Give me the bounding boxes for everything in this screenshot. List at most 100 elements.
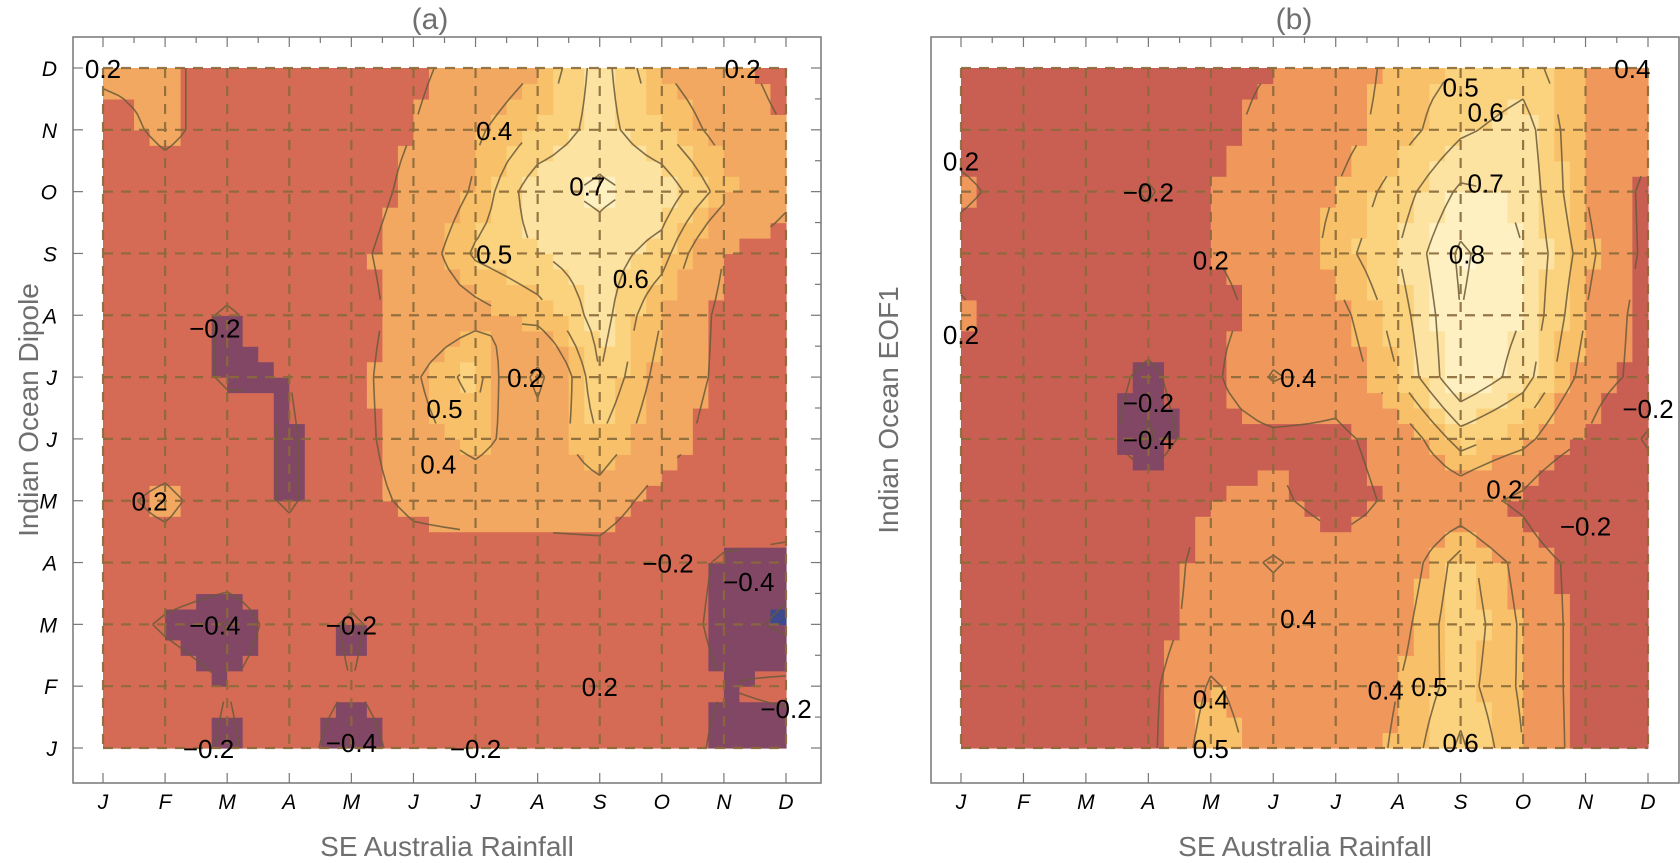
contour-band-cell: [382, 408, 430, 425]
contour-band-cell: [242, 593, 709, 610]
contour-band-cell: [1413, 361, 1446, 378]
contour-band-cell: [1445, 330, 1509, 347]
contour-band-cell: [1538, 176, 1571, 193]
contour-label: 0.4: [420, 450, 456, 480]
contour-band-cell: [1491, 732, 1524, 749]
axis-ticks: [960, 37, 1649, 783]
contour-band-cell: [103, 670, 213, 687]
contour-band-cell: [692, 114, 787, 131]
contour-band-cell: [1632, 268, 1649, 285]
contour-band-cell: [491, 114, 539, 131]
contour-band-cell: [1569, 176, 1587, 193]
contour-band-cell: [692, 423, 787, 440]
contour-band-cell: [1538, 346, 1555, 363]
contour-label: 0.5: [426, 394, 462, 424]
contour-band-cell: [289, 392, 368, 409]
contour-band-cell: [1538, 191, 1571, 208]
contour-band-cell: [180, 83, 430, 100]
contour-band-cell: [1445, 346, 1509, 363]
contour-band-cell: [708, 578, 787, 595]
contour-band-cell: [382, 485, 647, 502]
contour-band-cell: [382, 346, 446, 363]
contour-band-cell: [1538, 392, 1555, 409]
contour-band-cell: [1210, 222, 1321, 239]
contour-band-cell: [1351, 299, 1384, 316]
contour-label: 0.6: [613, 264, 649, 294]
contour-band-cell: [1226, 377, 1368, 394]
contour-band-cell: [1476, 438, 1524, 455]
contour-label: 0.4: [1193, 685, 1229, 715]
contour-band-cell: [1554, 547, 1649, 564]
contour-band-cell: [976, 299, 1243, 316]
contour-band-cell: [1538, 361, 1555, 378]
contour-band-cell: [1351, 330, 1384, 347]
contour-band-cell: [475, 222, 523, 239]
contour-band-cell: [961, 268, 1228, 285]
contour-band-cell: [1491, 701, 1524, 718]
contour-band-cell: [103, 454, 275, 471]
contour-band-cell: [1429, 686, 1477, 703]
contour-band-cell: [961, 98, 1243, 115]
contour-label: −0.2: [760, 694, 811, 724]
x-tick-label: O: [1515, 791, 1531, 814]
contour-label: 0.2: [131, 487, 167, 517]
contour-band-cell: [708, 361, 787, 378]
contour-band-cell: [103, 639, 182, 656]
contour-band-cell: [1523, 732, 1571, 749]
contour-band-cell: [677, 129, 709, 146]
y-tick-label: F: [44, 676, 58, 699]
contour-band-cell: [103, 593, 197, 610]
x-tick-label: D: [778, 791, 793, 814]
contour-band-cell: [289, 377, 368, 394]
contour-band-cell: [1569, 361, 1618, 378]
contour-band-cell: [491, 207, 523, 224]
contour-band-cell: [475, 361, 492, 378]
contour-band-cell: [1569, 717, 1649, 734]
contour-band-cell: [1569, 284, 1587, 301]
contour-band-cell: [754, 68, 787, 85]
contour-band-cell: [1210, 253, 1321, 270]
contour-band-cell: [770, 608, 787, 625]
contour-band-cell: [103, 562, 709, 579]
contour-line: [1425, 182, 1521, 403]
contour-band-cell: [1351, 315, 1384, 332]
contour-band-cell: [1569, 639, 1649, 656]
contour-band-cell: [1491, 454, 1555, 471]
contour-line: [456, 67, 712, 424]
contour-band-cell: [180, 68, 430, 85]
contour-label: 0.8: [1449, 239, 1485, 269]
contour-band-cell: [961, 732, 1165, 749]
contour-band-cell: [584, 377, 616, 394]
contour-band-cell: [646, 408, 694, 425]
contour-band-cell: [584, 346, 632, 363]
contour-label: 0.2: [724, 54, 760, 84]
contour-band-cell: [961, 315, 978, 332]
contour-band-cell: [103, 330, 213, 347]
contour-band-cell: [1585, 315, 1633, 332]
contour-band-cell: [1398, 238, 1431, 255]
contour-band-cell: [1569, 593, 1649, 610]
contour-band-cell: [1585, 176, 1633, 193]
contour-label: 0.2: [943, 147, 979, 177]
contour-band-cell: [413, 98, 508, 115]
x-tick-label: N: [1578, 791, 1594, 814]
contour-line: [960, 83, 1642, 749]
contour-band-cell: [1242, 315, 1352, 332]
contour-band-cell: [961, 531, 1196, 548]
contour-band-cell: [1632, 315, 1649, 332]
contour-band-cell: [1523, 268, 1540, 285]
contour-band-cell: [1445, 361, 1509, 378]
contour-band-cell: [1445, 624, 1493, 641]
contour-band-cell: [103, 176, 399, 193]
x-tick-label: J: [97, 791, 109, 814]
contour-band-cell: [961, 454, 1134, 471]
contour-band-cell: [1366, 377, 1399, 394]
contour-band-cell: [1398, 686, 1431, 703]
contour-band-cell: [1523, 670, 1571, 687]
contour-band-cell: [180, 485, 275, 502]
contour-band-cell: [1476, 562, 1509, 579]
y-tick-label: A: [41, 305, 57, 328]
contour-band-cell: [103, 361, 213, 378]
contour-band-cell: [196, 593, 244, 610]
contour-band-cell: [692, 253, 725, 270]
